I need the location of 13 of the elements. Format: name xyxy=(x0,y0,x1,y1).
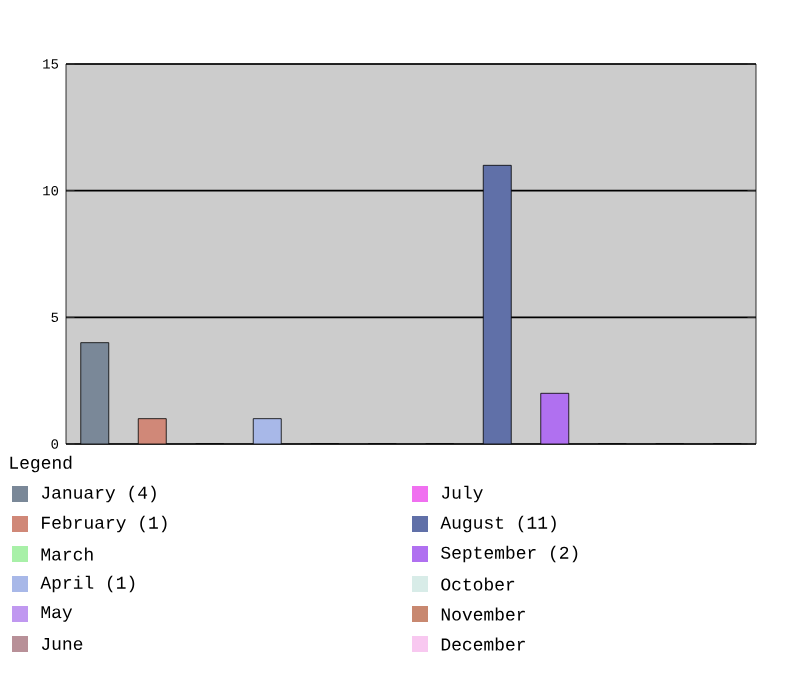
legend-label: April (1) xyxy=(40,575,135,593)
legend-label: January (4) xyxy=(41,485,156,503)
legend-label: August (11) xyxy=(440,515,556,533)
legend-label: October xyxy=(441,577,515,591)
legend-label: February (1) xyxy=(42,515,167,533)
legend-label: September (2) xyxy=(441,545,578,563)
legend-title: Legend xyxy=(10,455,72,473)
legend-label: May xyxy=(41,606,73,622)
legend-label: July xyxy=(441,485,483,503)
legend-label: March xyxy=(41,547,93,561)
legend-label: November xyxy=(441,607,525,621)
legend-label: December xyxy=(441,637,525,651)
legend-label: June xyxy=(41,638,83,651)
